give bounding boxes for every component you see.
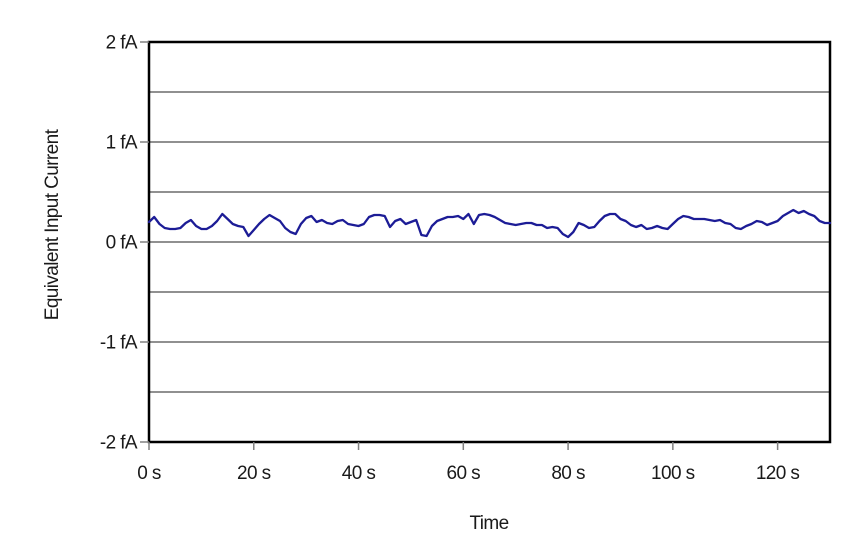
gridline-layer — [149, 41, 830, 443]
x-tick-label: 100 s — [651, 463, 695, 484]
x-tick-label: 60 s — [447, 463, 481, 484]
y-tick-label: -1 fA — [100, 333, 138, 354]
tick-layer — [140, 41, 779, 450]
y-tick-label: 2 fA — [106, 33, 138, 54]
y-tick-label: -2 fA — [100, 433, 138, 454]
y-tick-label: 1 fA — [106, 133, 138, 154]
x-tick-label: 0 s — [137, 463, 161, 484]
tick-label-layer: 2 fA 1 fA 0 fA -1 fA -2 fA 0 s 20 s 40 s 60 s 80 … — [100, 33, 800, 485]
x-axis-title: Time — [469, 513, 508, 534]
y-tick-label: 0 fA — [106, 233, 138, 254]
x-tick-label: 120 s — [756, 463, 800, 484]
x-tick-label: 20 s — [237, 463, 271, 484]
y-axis-title: Equivalent Input Current — [42, 128, 63, 320]
x-tick-label: 40 s — [342, 463, 376, 484]
current-trace-line — [147, 208, 832, 239]
x-tick-label: 80 s — [551, 463, 585, 484]
